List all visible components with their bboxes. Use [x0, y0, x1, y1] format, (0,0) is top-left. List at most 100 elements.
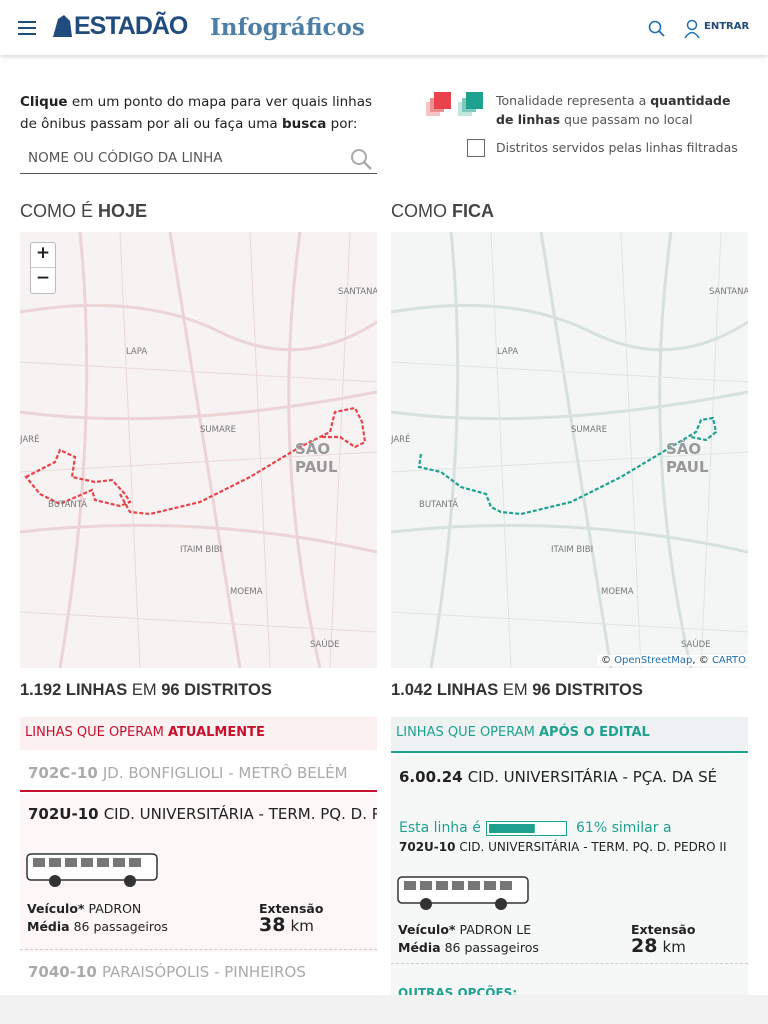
line-name: CID. UNIVERSITÁRIA - TERM. PQ. D. PEDRO …	[459, 840, 727, 854]
intro-text: em um ponto do mapa para ver quais linha…	[20, 94, 373, 132]
left-summary: 1.192 LINHAS EM 96 DISTRITOS	[20, 681, 272, 700]
vehicle: Veículo* PADRON LE	[398, 922, 531, 937]
attribution-link[interactable]: CARTO	[711, 655, 746, 666]
user-icon[interactable]	[684, 19, 700, 39]
bus-icon	[397, 876, 529, 910]
summary-districts: 96 DISTRITOS	[161, 681, 272, 699]
bus-icon	[26, 853, 158, 887]
map-label: ITAIM BIBI	[551, 545, 594, 555]
heading-bold: HOJE	[98, 201, 148, 221]
map-label: SUMARE	[571, 425, 608, 435]
length-value: 38	[259, 914, 286, 936]
map-current[interactable]: SANTANA LAPA SUMARE SÃO PAUL JARÉ BUTANTÃ ITAI…	[20, 232, 377, 668]
vehicle-label: Veículo*	[398, 922, 456, 937]
length-value: 28	[631, 935, 658, 957]
average: Média 86 passageiros	[27, 919, 168, 934]
legend-text-part: que passam no local	[564, 112, 693, 127]
zoom-in[interactable]: +	[31, 243, 55, 268]
similar-line: 702U-10 CID. UNIVERSITÁRIA - TERM. PQ. D…	[399, 840, 726, 854]
average-label: Média	[27, 919, 70, 934]
length: 38 km	[259, 914, 314, 936]
heading-text: COMO É	[20, 201, 94, 221]
left-tab[interactable]: LINHAS QUE OPERAM ATUALMENTE	[20, 717, 377, 750]
divider	[20, 949, 377, 950]
map-label: BUTANTÃ	[48, 500, 88, 510]
tab-bold: ATUALMENTE	[168, 725, 265, 740]
summary-count: 1.042 LINHAS	[391, 681, 499, 699]
line-code: 702U-10	[399, 840, 456, 854]
map-streets	[391, 232, 748, 668]
legend-bold: quantidade de linhas	[496, 93, 731, 127]
map-label: MOEMA	[601, 587, 634, 597]
vehicle-value: PADRON LE	[459, 922, 532, 937]
attribution-text: ©	[601, 655, 611, 666]
heading-text: COMO	[391, 201, 447, 221]
search-icon[interactable]	[350, 148, 374, 172]
tab-bold: APÓS O EDITAL	[539, 725, 650, 740]
line-name: PARAISÓPOLIS - PINHEIROS	[101, 963, 306, 981]
map-label: SANTANA	[709, 287, 748, 297]
legend-text-part: Tonalidade representa a	[496, 93, 647, 108]
selected-line[interactable]: 6.00.24 CID. UNIVERSITÁRIA - PÇA. DA SÉ …	[391, 755, 748, 995]
map-streets	[20, 232, 377, 668]
vehicle: Veículo* PADRON	[27, 901, 141, 916]
summary-mid: EM	[502, 681, 528, 699]
map-label: LAPA	[497, 347, 519, 357]
legend-text: Tonalidade representa a quantidade de li…	[496, 91, 746, 129]
line-item[interactable]: 702C-10 JD. BONFIGLIOLI - METRÔ BELÉM	[20, 752, 377, 792]
map-label: ITAIM BIBI	[180, 545, 223, 555]
right-heading: COMO FICA	[391, 201, 494, 222]
divider	[391, 963, 748, 964]
search-icon[interactable]	[648, 20, 666, 38]
menu-icon[interactable]	[18, 20, 38, 36]
line-code: 6.00.24	[399, 768, 463, 786]
checkbox-label[interactable]: Distritos servidos pelas linhas filtrada…	[496, 140, 738, 155]
average-label: Média	[398, 940, 441, 955]
length: 28 km	[631, 935, 686, 957]
map-label: SÃO PAUL	[666, 440, 709, 476]
summary-districts: 96 DISTRITOS	[532, 681, 643, 699]
legend-swatches	[426, 92, 483, 116]
map-label: SUMARE	[200, 425, 237, 435]
right-summary: 1.042 LINHAS EM 96 DISTRITOS	[391, 681, 643, 700]
line-code: 7040-10	[28, 963, 97, 981]
length-unit: km	[662, 938, 686, 956]
map-label: SANTANA	[338, 287, 377, 297]
length-label: Extensão	[631, 922, 696, 937]
average: Média 86 passageiros	[398, 940, 539, 955]
similarity-fill	[489, 824, 535, 833]
selected-line[interactable]: 702U-10 CID. UNIVERSITÁRIA - TERM. PQ. D…	[20, 794, 377, 952]
zoom-control: + −	[30, 242, 56, 294]
brand[interactable]: ESTADÃO	[74, 12, 188, 40]
left-heading: COMO É HOJE	[20, 201, 147, 222]
similarity-prefix: Esta linha é	[399, 820, 481, 836]
selected-title: 702U-10 CID. UNIVERSITÁRIA - TERM. PQ. D…	[28, 804, 377, 823]
footer-fade	[0, 995, 768, 1024]
summary-mid: EM	[131, 681, 157, 699]
map-label: BUTANTÃ	[419, 500, 459, 510]
line-name: JD. BONFIGLIOLI - METRÔ BELÉM	[102, 764, 348, 782]
attribution-link[interactable]: OpenStreetMap	[614, 655, 693, 666]
intro-bold: Clique	[20, 94, 68, 110]
right-tab[interactable]: LINHAS QUE OPERAM APÓS O EDITAL	[391, 717, 748, 753]
checkbox[interactable]	[467, 139, 485, 157]
zoom-out[interactable]: −	[35, 268, 51, 288]
map-new[interactable]: SANTANA LAPA SUMARE SÃO PAUL JARÉ BUTANTÃ ITAI…	[391, 232, 748, 668]
section-title[interactable]: Infográficos	[210, 14, 365, 41]
map-label: SAÚDE	[310, 640, 340, 650]
similarity-label: 61% similar a	[576, 820, 672, 836]
search-box[interactable]: NOME OU CÓDIGO DA LINHA	[20, 146, 377, 174]
line-item[interactable]: 7040-10 PARAISÓPOLIS - PINHEIROS	[28, 962, 306, 981]
map-label: MOEMA	[230, 587, 263, 597]
line-name: CID. UNIVERSITÁRIA - TERM. PQ. D. P	[103, 805, 377, 823]
average-value: 86 passageiros	[73, 919, 168, 934]
selected-title: 6.00.24 CID. UNIVERSITÁRIA - PÇA. DA SÉ	[399, 767, 717, 786]
header: ESTADÃO Infográficos ENTRAR	[0, 0, 768, 55]
logo-icon	[53, 15, 72, 37]
login[interactable]: ENTRAR	[704, 21, 750, 32]
map-label: LAPA	[126, 347, 148, 357]
intro-text: por:	[330, 116, 358, 132]
map-label: JARÉ	[391, 435, 411, 445]
